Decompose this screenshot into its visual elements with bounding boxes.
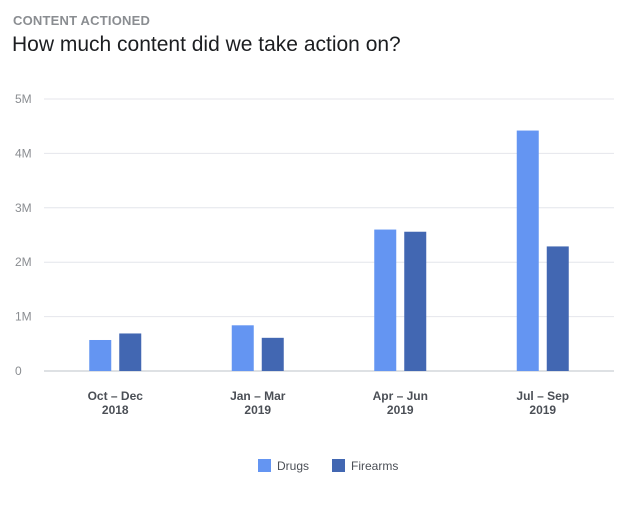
- y-tick-label: 0: [15, 364, 22, 378]
- x-tick-label-year: 2019: [529, 403, 556, 417]
- chart-kicker: CONTENT ACTIONED: [13, 13, 151, 28]
- legend-swatch-firearms: [332, 459, 345, 472]
- y-tick-label: 3M: [15, 201, 32, 215]
- x-tick-label: Oct – Dec: [88, 389, 144, 403]
- bar-drugs: [89, 339, 112, 371]
- chart-title: How much content did we take action on?: [12, 33, 401, 56]
- bar-drugs: [374, 229, 397, 371]
- bar-drugs: [231, 325, 254, 371]
- bar-firearms: [546, 246, 569, 371]
- legend-label-firearms: Firearms: [351, 459, 398, 473]
- bar-firearms: [261, 337, 284, 371]
- y-tick-label: 2M: [15, 255, 32, 269]
- x-tick-label-year: 2019: [244, 403, 271, 417]
- legend-swatch-drugs: [258, 459, 271, 472]
- y-tick-label: 4M: [15, 146, 32, 160]
- x-tick-label-year: 2019: [387, 403, 414, 417]
- x-tick-label: Jan – Mar: [230, 389, 286, 403]
- legend-label-drugs: Drugs: [277, 459, 309, 473]
- y-tick-label: 1M: [15, 310, 32, 324]
- bar-drugs: [516, 130, 539, 371]
- x-tick-label: Apr – Jun: [373, 389, 428, 403]
- x-tick-label-year: 2018: [102, 403, 129, 417]
- bar-firearms: [119, 333, 142, 371]
- y-tick-label: 5M: [15, 92, 32, 106]
- bar-firearms: [404, 231, 427, 371]
- x-tick-label: Jul – Sep: [516, 389, 569, 403]
